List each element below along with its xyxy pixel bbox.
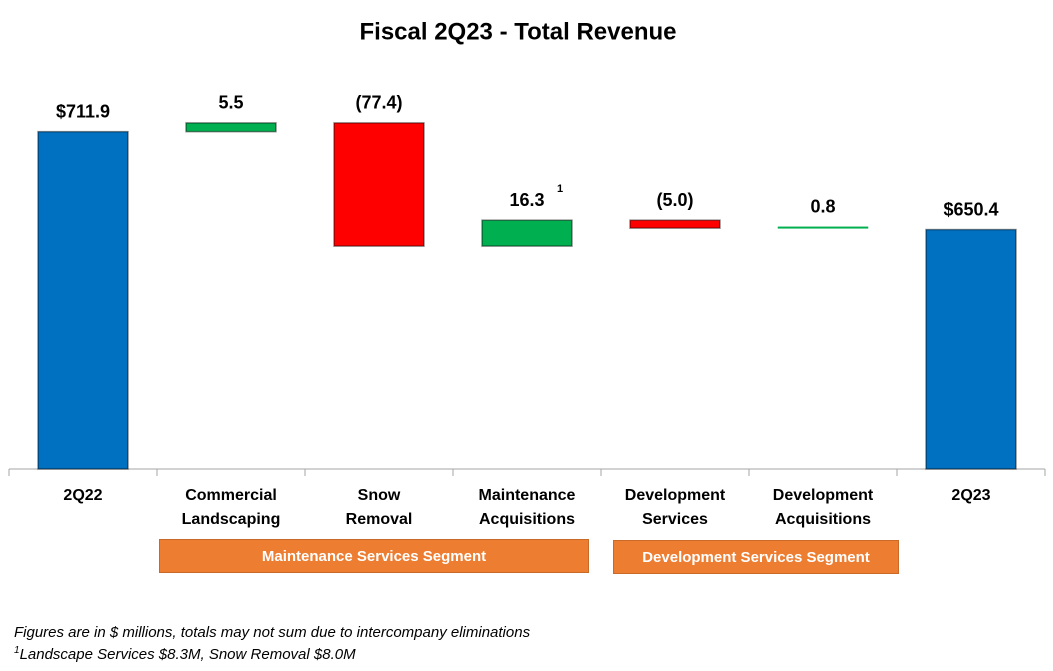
- x-tick-label: Commercial Landscaping: [181, 487, 281, 528]
- bar: [629, 219, 721, 229]
- bar: [185, 122, 277, 133]
- bar: [481, 219, 573, 247]
- footnote: Figures are in $ millions, totals may no…: [14, 624, 531, 641]
- bar: [777, 226, 869, 229]
- x-tick-label: 2Q22: [63, 487, 103, 504]
- x-tick-label: Snow Removal: [345, 487, 413, 528]
- footnote-marker: 1: [14, 645, 20, 656]
- bar: [925, 228, 1017, 470]
- value-label: $650.4: [943, 199, 998, 219]
- segment-box: Development Services Segment: [613, 540, 899, 574]
- chart-title: Fiscal 2Q23 - Total Revenue: [359, 18, 676, 45]
- footnote-text: Landscape Services $8.3M, Snow Removal $…: [19, 646, 356, 663]
- bar: [333, 122, 425, 247]
- segment-box: Maintenance Services Segment: [159, 539, 589, 573]
- x-tick-label: 2Q23: [951, 487, 991, 504]
- x-tick-label: Development Acquisitions: [772, 487, 874, 528]
- annotation: 1: [557, 183, 563, 195]
- x-tick-label: Maintenance Acquisitions: [478, 487, 576, 528]
- value-label: (77.4): [355, 93, 402, 113]
- value-label: $711.9: [56, 101, 110, 121]
- value-label: 16.3: [509, 190, 544, 210]
- value-label: 0.8: [810, 197, 835, 217]
- value-label: (5.0): [656, 190, 693, 210]
- bar: [37, 130, 129, 470]
- x-tick-label: Development Services: [624, 487, 726, 528]
- value-label: 5.5: [218, 93, 243, 113]
- footnote: 1Landscape Services $8.3M, Snow Removal …: [14, 645, 356, 663]
